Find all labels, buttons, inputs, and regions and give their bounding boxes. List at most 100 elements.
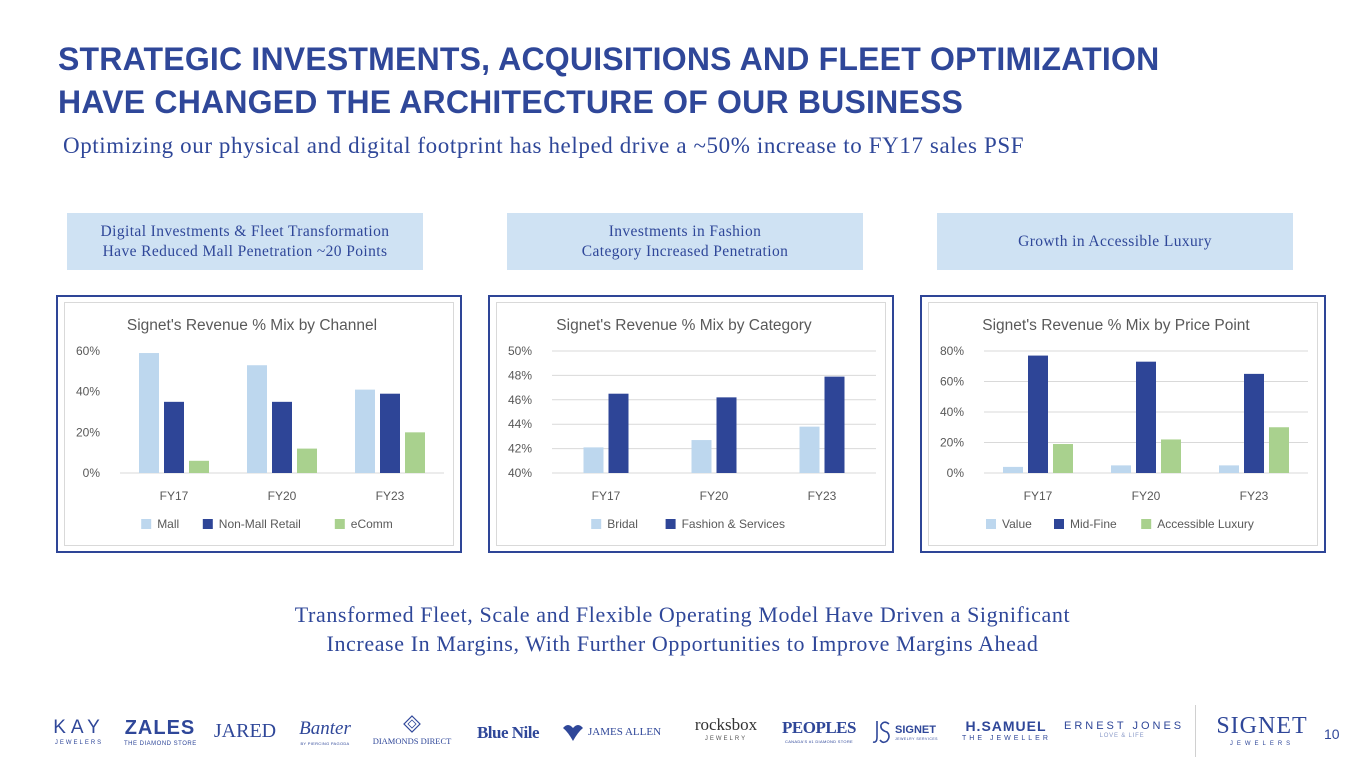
ernest-jones-logo: ERNEST JONES LOVE & LIFE [1064,720,1185,739]
bar-bridal-fy20 [691,440,712,473]
slide-title: STRATEGIC INVESTMENTS, ACQUISITIONS AND … [58,38,1338,124]
chart-channel-frame: Signet's Revenue % Mix by Channel 0% 20% 40… [56,295,462,553]
chart-title: Signet's Revenue % Mix by Price Point [982,317,1250,334]
y-tick-label: 42% [508,442,532,456]
bar-non-mall-retail-fy17 [164,401,184,473]
chart-category-plot-border [496,302,886,546]
chart-channel-plot-border [64,302,454,546]
callout-price-point: Growth in Accessible Luxury [937,213,1293,270]
banter-logo: Banter BY PIERCING PAGODA [294,718,356,746]
x-category-label: FY17 [592,489,621,503]
legend-label-mid-fine: Mid-Fine [1070,517,1117,531]
kay-logo-subtext: JEWELERS [54,740,104,746]
bar-accessible-luxury-fy23 [1269,427,1289,473]
jared-logo-text: JARED [213,720,277,742]
chart-category-frame: Signet's Revenue % Mix by Category 40% 42%… [488,295,894,553]
bar-value-fy20 [1111,465,1131,473]
legend-label-mall: Mall [157,517,179,531]
rocksbox-logo: rocksbox JEWELRY [684,715,768,742]
y-tick-label: 20% [940,436,964,450]
callout-category-line-1: Investments in Fashion [608,222,762,240]
slide-title-line-2: HAVE CHANGED THE ARCHITECTURE OF OUR BUS… [58,84,964,120]
js-signet-logo-text: SIGNET [895,723,936,736]
banter-logo-subtext: BY PIERCING PAGODA [300,741,350,746]
legend-swatch-mid-fine [1054,519,1064,529]
bottom-statement-line-1: Transformed Fleet, Scale and Flexible Op… [294,602,1071,627]
signet-logo-text: SIGNET [1216,713,1308,739]
legend-swatch-value [986,519,996,529]
callout-channel: Digital Investments & Fleet Transformati… [67,213,423,270]
legend-swatch-accessible-luxury [1141,519,1152,529]
x-category-label: FY20 [1132,489,1161,503]
bar-mall-fy17 [139,353,159,473]
ernest-jones-logo-subtext: LOVE & LIFE [1099,733,1145,739]
legend-label-value: Value [1002,517,1032,531]
x-category-label: FY17 [160,489,189,503]
bar-accessible-luxury-fy20 [1161,439,1181,473]
bar-ecomm-fy23 [405,432,425,473]
bar-mid-fine-fy17 [1028,355,1048,473]
callout-category-line-2: Category Increased Penetration [581,242,789,260]
bar-non-mall-retail-fy20 [272,401,292,473]
slide-subtitle: Optimizing our physical and digital foot… [63,133,1025,158]
legend-swatch-non-mall-retail [202,519,213,529]
chart-title: Signet's Revenue % Mix by Category [556,317,812,334]
blue-nile-logo-text: Blue Nile [476,723,540,742]
callout-channel-line-1: Digital Investments & Fleet Transformati… [100,222,390,240]
legend-swatch-ecomm [334,519,345,529]
peoples-logo: PEOPLES CANADA'S #1 DIAMOND STORE [780,718,858,744]
y-tick-label: 0% [83,466,101,480]
chart-price-point: Signet's Revenue % Mix by Price Point 0% 2… [940,317,1308,531]
zales-logo-text: ZALES [124,717,196,739]
y-tick-label: 40% [508,466,532,480]
bar-mid-fine-fy23 [1244,373,1264,473]
banter-logo-text: Banter [299,718,351,739]
y-tick-label: 46% [508,393,532,407]
peoples-logo-text: PEOPLES [782,718,856,737]
legend-label-accessible-luxury: Accessible Luxury [1157,517,1254,531]
legend-swatch-mall [141,519,152,529]
legend-label-bridal: Bridal [607,517,638,531]
bar-bridal-fy23 [799,426,820,473]
callout-channel-line-2: Have Reduced Mall Penetration ~20 Points [102,242,388,260]
bar-value-fy17 [1003,466,1023,473]
peoples-logo-subtext: CANADA'S #1 DIAMOND STORE [785,739,853,744]
diamonds-direct-logo: DIAMONDS DIRECT [370,715,454,746]
kay-logo: KAY JEWELERS [50,717,108,746]
callout-category: Investments in Fashion Category Increase… [507,213,863,270]
y-tick-label: 44% [508,417,532,431]
bar-fashion-services-fy17 [608,393,629,473]
js-signet-logo-subtext: JEWELRY SERVICES [895,736,939,741]
y-tick-label: 40% [940,405,964,419]
page-number: 10 [1324,726,1340,742]
blue-nile-logo: Blue Nile [470,723,546,743]
bar-accessible-luxury-fy17 [1053,444,1073,473]
y-tick-label: 48% [508,368,532,382]
chart-channel: Signet's Revenue % Mix by Channel 0% 20% 40… [76,317,444,531]
diamonds-direct-logo-text: DIAMONDS DIRECT [372,736,452,746]
bar-ecomm-fy20 [297,448,317,473]
jared-logo: JARED [212,720,278,743]
kay-logo-text: KAY [53,717,105,738]
bottom-statement: Transformed Fleet, Scale and Flexible Op… [200,600,1165,658]
legend-label-fashion-services: Fashion & Services [682,517,785,531]
bar-value-fy23 [1219,465,1239,473]
y-tick-label: 20% [76,425,100,439]
rocksbox-logo-text: rocksbox [694,715,758,734]
bar-mid-fine-fy20 [1136,361,1156,473]
james-allen-logo: JAMES ALLEN [562,722,670,742]
logo-divider [1195,705,1196,757]
zales-logo-subtext: THE DIAMOND STORE [124,741,197,747]
bar-ecomm-fy17 [189,460,209,473]
signet-logo-subtext: JEWELERS [1229,741,1295,747]
callout-face: Digital Investments & Fleet Transformati… [67,213,423,270]
bar-fashion-services-fy20 [716,397,737,473]
bottom-statement-line-2: Increase In Margins, With Further Opport… [326,631,1039,656]
james-allen-emblem-icon [563,725,583,741]
h-samuel-logo-subtext: THE JEWELLER [962,735,1051,742]
legend-swatch-bridal [591,519,602,529]
x-category-label: FY23 [1240,489,1269,503]
x-category-label: FY20 [268,489,297,503]
ernest-jones-logo-text: ERNEST JONES [1064,720,1185,732]
y-tick-label: 60% [940,375,964,389]
